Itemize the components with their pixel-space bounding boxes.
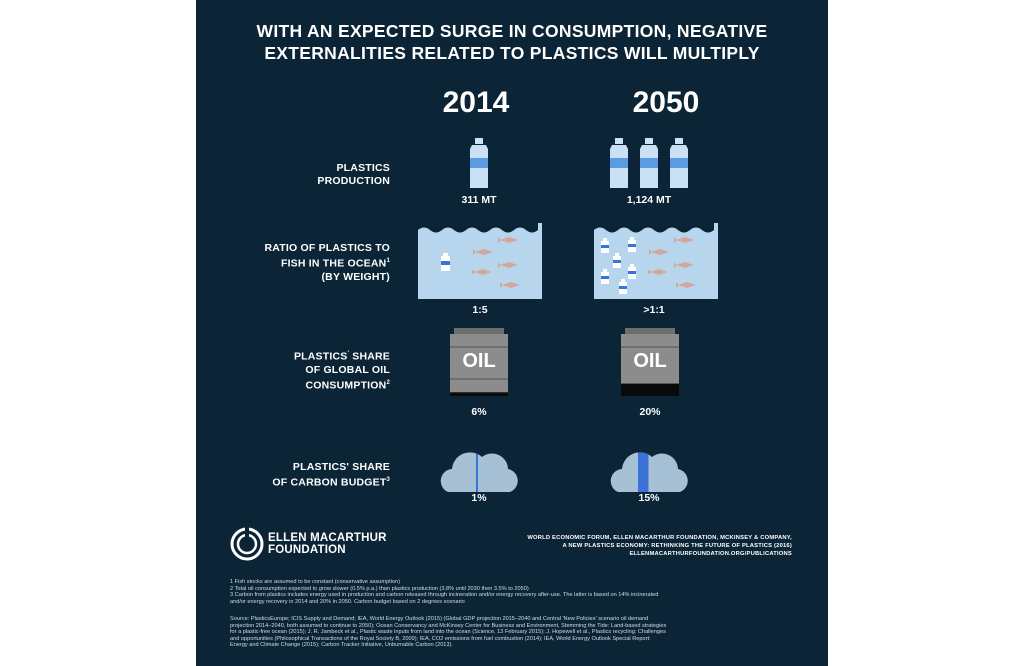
drum-text: OIL bbox=[462, 350, 496, 372]
footnotes: 1 Fish stocks are assumed to be constant… bbox=[230, 579, 659, 605]
title-line-2: EXTERNALITIES RELATED TO PLASTICS WILL M… bbox=[264, 43, 760, 63]
fish-icons bbox=[472, 237, 520, 288]
title-line-1: WITH AN EXPECTED SURGE IN CONSUMPTION, N… bbox=[256, 21, 768, 41]
brand-name: ELLEN MACARTHUR FOUNDATION bbox=[268, 532, 387, 556]
oil-label: PLASTICS' SHARE OF GLOBAL OIL CONSUMPTIO… bbox=[293, 350, 390, 392]
oil-2050-value: 20% bbox=[639, 406, 661, 418]
cloud-2014 bbox=[440, 452, 518, 492]
drum-text: OIL bbox=[633, 350, 667, 372]
ocean-2050-illustration bbox=[594, 223, 718, 299]
bottle-in-water-icon bbox=[441, 253, 450, 271]
ocean-2014-value: 1:5 bbox=[472, 304, 488, 316]
cloud-2050 bbox=[610, 452, 688, 492]
credits: WORLD ECONOMIC FORUM, ELLEN MACARTHUR FO… bbox=[527, 535, 792, 557]
ocean-2014-illustration bbox=[418, 223, 542, 299]
sources: Source: PlasticsEurope; ICIS Supply and … bbox=[230, 616, 667, 649]
oil-drum-2050: OIL bbox=[621, 328, 679, 396]
carbon-2050-value: 15% bbox=[638, 492, 660, 504]
production-2050-value: 1,124 MT bbox=[626, 194, 672, 206]
production-label: PLASTICS PRODUCTION bbox=[317, 162, 390, 187]
ocean-2050-value: >1:1 bbox=[643, 304, 665, 316]
ocean-label: RATIO OF PLASTICS TO FISH IN THE OCEAN1 … bbox=[264, 242, 390, 283]
cloud-icon bbox=[610, 452, 688, 492]
carbon-label: PLASTICS' SHARE OF CARBON BUDGET3 bbox=[272, 461, 390, 489]
bottle-icon bbox=[470, 138, 488, 188]
oil-drum-icon bbox=[621, 328, 679, 396]
year-2014: 2014 bbox=[442, 86, 510, 119]
oil-2014-value: 6% bbox=[471, 406, 487, 418]
infographic-panel: WITH AN EXPECTED SURGE IN CONSUMPTION, N… bbox=[196, 0, 828, 666]
bottles-in-water-icons bbox=[601, 237, 636, 294]
fish-icons-2050 bbox=[648, 237, 696, 288]
oil-drum-2014: OIL bbox=[450, 328, 508, 396]
year-2050: 2050 bbox=[632, 86, 700, 119]
oil-drum-icon bbox=[450, 328, 508, 396]
production-2014-value: 311 MT bbox=[461, 194, 497, 206]
carbon-2014-value: 1% bbox=[471, 492, 487, 504]
three-bottles-icon bbox=[610, 138, 688, 188]
ellen-macarthur-logo bbox=[230, 527, 264, 561]
cloud-icon bbox=[440, 452, 518, 492]
